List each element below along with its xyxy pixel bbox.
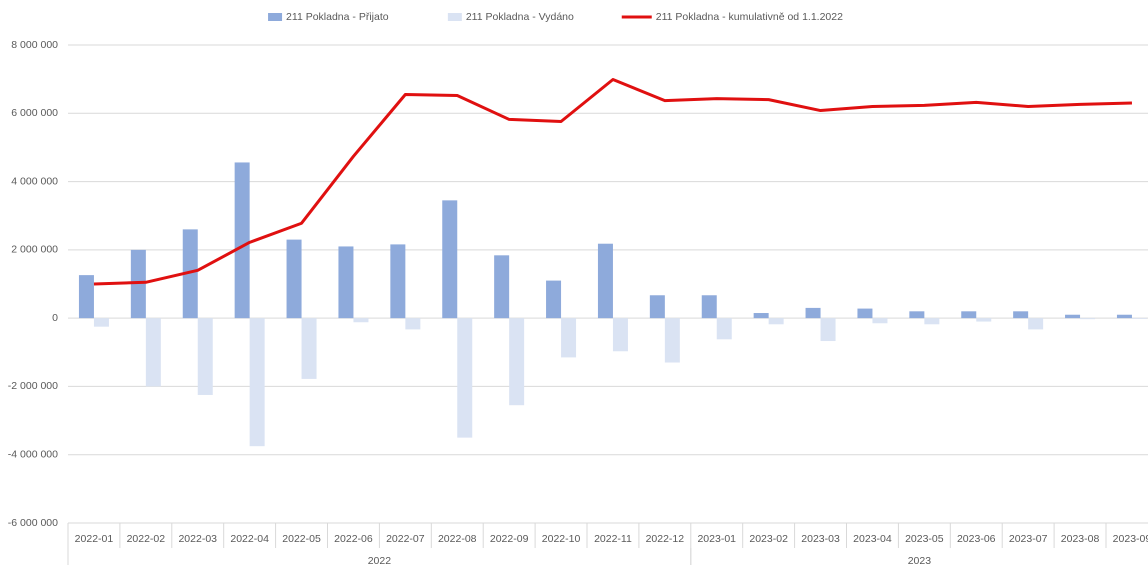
group-label: 2023 — [908, 555, 932, 565]
bar — [649, 295, 665, 319]
y-tick-label: -4 000 000 — [8, 448, 58, 460]
bar — [145, 318, 161, 387]
bar — [390, 244, 406, 319]
x-tick-label: 2022-05 — [282, 533, 321, 545]
x-tick-label: 2022-12 — [646, 533, 685, 545]
x-tick-label: 2023-09 — [1113, 533, 1148, 545]
bar — [338, 246, 354, 319]
bar — [1080, 318, 1096, 320]
y-tick-label: -2 000 000 — [8, 380, 58, 392]
bar — [353, 318, 369, 323]
bar — [405, 318, 421, 330]
bar — [924, 318, 940, 325]
x-tick-label: 2022-03 — [178, 533, 217, 545]
y-tick-label: 8 000 000 — [11, 39, 58, 51]
bar — [286, 239, 302, 319]
legend-label: 211 Pokladna - Vydáno — [466, 11, 574, 23]
line — [93, 77, 1132, 286]
legend-swatch — [447, 13, 462, 21]
bar — [1065, 314, 1081, 319]
bar — [457, 318, 473, 438]
legend-swatch — [268, 13, 283, 21]
bar — [1131, 318, 1147, 319]
x-tick-label: 2022-10 — [542, 533, 581, 545]
bar — [234, 162, 250, 319]
bar — [753, 313, 769, 319]
bar — [1013, 311, 1029, 319]
bar — [1028, 318, 1044, 330]
x-tick-label: 2022-08 — [438, 533, 477, 545]
bar — [701, 295, 717, 319]
group-label: 2022 — [368, 555, 392, 565]
bar — [546, 280, 562, 319]
bar — [78, 275, 94, 319]
bar — [976, 318, 992, 322]
x-tick-label: 2023-01 — [697, 533, 736, 545]
y-tick-label: 6 000 000 — [11, 107, 58, 119]
bar — [249, 318, 265, 447]
y-tick-label: 2 000 000 — [11, 244, 58, 256]
x-tick-label: 2023-04 — [853, 533, 892, 545]
bar — [872, 318, 888, 324]
bar — [909, 311, 925, 319]
x-tick-label: 2022-04 — [230, 533, 269, 545]
x-tick-label: 2022-11 — [594, 533, 632, 545]
bar — [805, 307, 821, 319]
bar — [301, 318, 317, 379]
x-tick-label: 2023-06 — [957, 533, 996, 545]
bar — [664, 318, 680, 363]
x-tick-label: 2023-02 — [749, 533, 788, 545]
y-tick-label: -6 000 000 — [8, 517, 58, 529]
x-tick-label: 2023-05 — [905, 533, 944, 545]
legend-label: 211 Pokladna - kumulativně od 1.1.2022 — [656, 11, 843, 23]
bar — [494, 255, 510, 319]
bar — [1116, 314, 1132, 319]
x-tick-label: 2022-06 — [334, 533, 373, 545]
bar — [716, 318, 732, 340]
bar — [561, 318, 577, 358]
bar — [597, 243, 613, 319]
bar — [961, 311, 977, 319]
bar — [197, 318, 213, 395]
bar — [857, 308, 873, 319]
bar — [93, 318, 109, 327]
y-tick-label: 0 — [52, 312, 58, 324]
x-tick-label: 2022-01 — [75, 533, 114, 545]
x-tick-label: 2022-07 — [386, 533, 425, 545]
x-tick-label: 2023-03 — [801, 533, 840, 545]
x-tick-label: 2023-07 — [1009, 533, 1048, 545]
bar — [509, 318, 525, 406]
x-tick-label: 2022-02 — [127, 533, 166, 545]
bar — [768, 318, 784, 325]
bar — [612, 318, 628, 352]
bar — [442, 200, 458, 319]
y-tick-label: 4 000 000 — [11, 175, 58, 187]
x-tick-label: 2022-09 — [490, 533, 529, 545]
legend-label: 211 Pokladna - Přijato — [286, 11, 389, 23]
bar — [820, 318, 836, 342]
bar — [182, 229, 198, 319]
x-tick-label: 2023-08 — [1061, 533, 1100, 545]
